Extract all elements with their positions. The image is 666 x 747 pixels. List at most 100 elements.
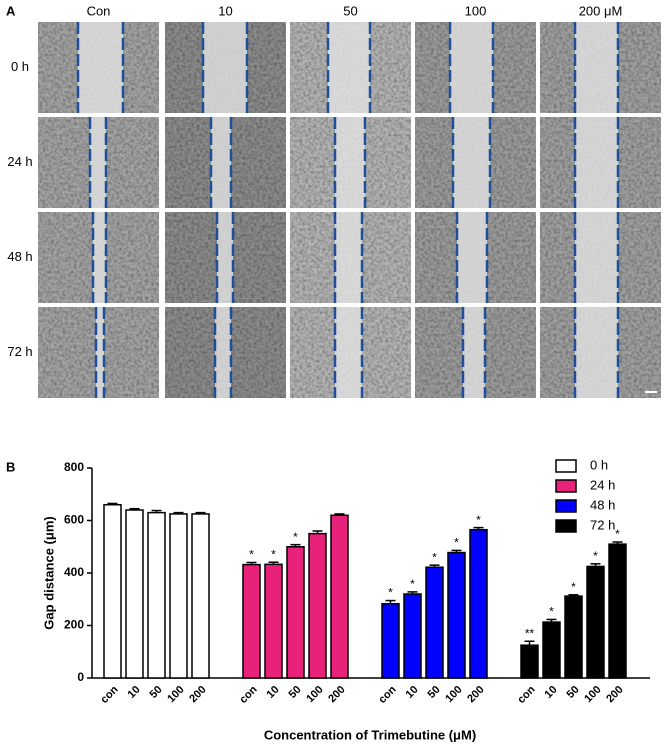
y-tick-label: 400 [64, 565, 84, 579]
column-label: 200 μM [579, 3, 623, 18]
x-tick-label: con [98, 683, 121, 706]
bar [330, 514, 349, 679]
bar [286, 546, 305, 679]
bar [425, 566, 444, 679]
scratch-gap [463, 307, 485, 398]
micrograph [540, 307, 661, 398]
x-tick-label: 10 [126, 684, 143, 701]
micrograph [415, 22, 536, 113]
micrograph [165, 22, 286, 113]
scratch-gap [450, 22, 493, 113]
legend-swatch [555, 519, 577, 533]
x-tick-label: 200 [187, 684, 208, 705]
x-tick-label: 50 [148, 684, 165, 701]
micrograph [165, 212, 286, 303]
y-tick-label: 600 [64, 513, 84, 527]
x-tick-label: con [515, 683, 538, 706]
x-tick-label: 200 [465, 684, 486, 705]
x-tick-label: 100 [443, 684, 464, 705]
bar [608, 543, 627, 679]
significance: * [476, 513, 481, 527]
bar [403, 593, 422, 679]
y-tick-label: 800 [64, 460, 84, 474]
row-label: 0 h [11, 59, 29, 74]
bar [103, 504, 122, 679]
scratch-gap [335, 212, 362, 303]
bar [308, 532, 327, 679]
x-tick-label: 100 [582, 684, 603, 705]
x-tick-label: 50 [565, 684, 582, 701]
bar [586, 565, 605, 679]
column-label: 50 [343, 3, 357, 18]
y-tick-label: 200 [64, 618, 84, 632]
significance: * [593, 549, 598, 563]
scratch-gap [575, 117, 618, 208]
micrograph [38, 22, 159, 113]
legend-label: 48 h [590, 497, 615, 512]
scratch-gap [335, 307, 362, 398]
micrograph [38, 117, 159, 208]
legend-swatch [555, 459, 577, 473]
legend-swatch [555, 479, 577, 493]
row-label: 48 h [7, 249, 32, 264]
significance: * [293, 530, 298, 544]
scratch-gap [575, 22, 618, 113]
significance: * [410, 577, 415, 591]
micrograph [290, 212, 411, 303]
scratch-gap [211, 117, 231, 208]
bar [564, 595, 583, 679]
panel-label: A [6, 3, 16, 18]
bar [542, 621, 561, 679]
micrograph [290, 117, 411, 208]
scratch-gap [78, 22, 123, 113]
panel-label: B [6, 459, 15, 474]
scratch-gap [217, 212, 233, 303]
significance: * [432, 550, 437, 564]
significance: * [271, 547, 276, 561]
column-label: 10 [218, 3, 232, 18]
micrograph [290, 22, 411, 113]
micrograph [415, 307, 536, 398]
x-tick-label: 200 [326, 684, 347, 705]
legend-swatch [555, 499, 577, 513]
x-tick-label: 200 [604, 684, 625, 705]
significance: * [249, 548, 254, 562]
micrograph [540, 212, 661, 303]
scratch-gap [575, 212, 618, 303]
legend-label: 72 h [590, 517, 615, 532]
scratch-gap [453, 117, 490, 208]
scratch-gap [575, 307, 618, 398]
significance: * [454, 536, 459, 550]
row-label: 24 h [7, 154, 32, 169]
scratch-gap [93, 212, 106, 303]
x-tick-label: 10 [404, 684, 421, 701]
bar [520, 644, 539, 679]
significance: * [388, 586, 393, 600]
bar [191, 513, 210, 679]
micrograph [540, 117, 661, 208]
x-tick-label: con [237, 683, 260, 706]
legend-label: 0 h [590, 457, 608, 472]
micrograph [415, 212, 536, 303]
micrograph [38, 212, 159, 303]
legend-label: 24 h [590, 477, 615, 492]
scratch-gap [215, 307, 231, 398]
scratch-gap [328, 22, 370, 113]
scratch-gap [457, 212, 487, 303]
significance: ** [525, 626, 535, 640]
bar [447, 551, 466, 679]
y-axis-label: Gap distance (μm) [41, 516, 56, 629]
scratch-gap [203, 22, 247, 113]
bar [264, 563, 283, 679]
significance: * [571, 580, 576, 594]
y-tick-label: 0 [77, 670, 84, 684]
micrograph [290, 307, 411, 398]
column-label: Con [87, 3, 111, 18]
bar [169, 513, 188, 679]
scratch-gap [90, 117, 106, 208]
bar [381, 602, 400, 679]
micrograph [540, 22, 661, 113]
scratch-gap [96, 307, 104, 398]
scratch-gap [335, 117, 365, 208]
